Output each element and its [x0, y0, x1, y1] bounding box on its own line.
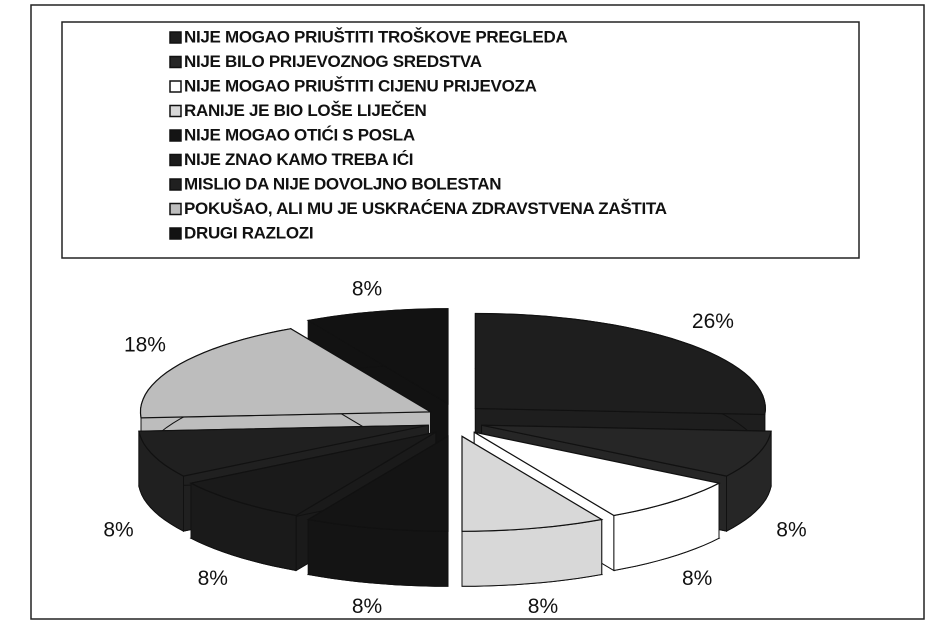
- legend-swatch: [169, 153, 182, 167]
- data-label: 8%: [776, 518, 806, 541]
- slice: [461, 435, 604, 532]
- legend-swatch: [169, 227, 182, 240]
- slice: [139, 328, 433, 419]
- data-label: 8%: [352, 277, 382, 300]
- legend-swatch: [169, 55, 182, 69]
- legend-swatch: [169, 104, 182, 118]
- legend-label: POKUŠAO, ALI MU JE USKRAĆENA ZDRAVSTVENA…: [184, 199, 667, 218]
- legend-label: NIJE ZNAO KAMO TREBA IĆI: [184, 150, 413, 169]
- data-label: 8%: [352, 595, 382, 618]
- data-label: 8%: [103, 518, 133, 541]
- legend-swatch: [169, 178, 182, 191]
- slice: [473, 431, 721, 517]
- slice: [474, 312, 767, 416]
- legend-label: RANIJE JE BIO LOŠE LIJEČEN: [184, 101, 427, 120]
- legend-label: DRUGI RAZLOZI: [184, 223, 313, 242]
- legend-label: NIJE MOGAO OTIĆI S POSLA: [184, 125, 415, 144]
- legend-swatch: [169, 80, 182, 93]
- data-label: 8%: [198, 567, 228, 590]
- slice: [138, 424, 429, 477]
- legend-swatch: [169, 202, 182, 216]
- data-label: 8%: [682, 567, 712, 590]
- data-label: 8%: [528, 595, 558, 618]
- legend-swatch: [169, 31, 182, 44]
- data-label: 18%: [124, 334, 166, 357]
- legend-label: MISLIO DA NIJE DOVOLJNO BOLESTAN: [184, 174, 501, 193]
- legend-box: [61, 21, 860, 259]
- data-label: 26%: [692, 310, 734, 333]
- legend-label: NIJE MOGAO PRIUŠTITI TROŠKOVE PREGLEDA: [184, 27, 567, 46]
- legend-swatch: [169, 129, 182, 142]
- slice: [189, 431, 437, 517]
- slice: [306, 435, 449, 532]
- slice: [481, 424, 772, 477]
- slice: [306, 308, 449, 405]
- legend-label: NIJE BILO PRIJEVOZNOG SREDSTVA: [184, 52, 482, 71]
- legend-label: NIJE MOGAO PRIUŠTITI CIJENU PRIJEVOZA: [184, 76, 537, 95]
